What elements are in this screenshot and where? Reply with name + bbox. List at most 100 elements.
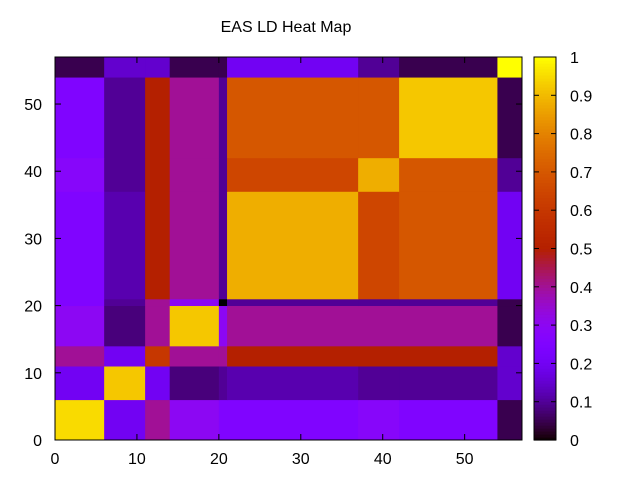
colorbar-segment — [534, 395, 556, 399]
heatmap-cell — [169, 298, 220, 307]
colorbar-segment — [534, 218, 556, 223]
heatmap-cell — [55, 157, 105, 192]
chart-title: EAS LD Heat Map — [221, 19, 352, 36]
heatmap-cell — [104, 191, 146, 300]
axis-ticks — [54, 57, 522, 441]
colorbar-segment — [534, 401, 556, 405]
colorbar-segment — [534, 281, 556, 285]
heatmap-cell — [55, 345, 105, 367]
heatmap-cell — [399, 191, 498, 300]
heatmap-cell — [145, 298, 171, 307]
y-axis-tick-labels: 0 10 20 30 40 50 — [24, 97, 42, 450]
heatmap-cell — [104, 305, 146, 347]
colorbar-segment — [534, 320, 556, 324]
colorbar-segment — [534, 110, 556, 115]
heatmap-cell — [399, 345, 498, 367]
colorbar-segment — [534, 398, 556, 402]
heatmap-cell — [227, 399, 359, 441]
heatmap-cell — [218, 191, 228, 300]
colorbar-segment — [534, 308, 556, 312]
colorbar-segment — [534, 335, 556, 339]
colorbar-segment — [534, 119, 556, 124]
y-tick-label: 40 — [24, 164, 42, 181]
colorbar-segment — [534, 278, 556, 283]
colorbar-segment — [534, 302, 556, 306]
colorbar-tick-label: 0.8 — [570, 127, 592, 144]
colorbar-segment — [534, 404, 556, 408]
colorbar-segment — [534, 359, 556, 363]
heatmap-cell — [55, 399, 105, 441]
x-tick-label: 40 — [374, 451, 392, 468]
heatmap-cell — [55, 366, 105, 401]
heatmap-cell — [169, 305, 220, 347]
heatmap-cell — [145, 305, 171, 347]
colorbar-segment — [534, 104, 556, 109]
colorbar-segment — [534, 389, 556, 393]
heatmap-cell — [497, 345, 523, 367]
colorbar-segment — [534, 305, 556, 309]
colorbar-segment — [534, 194, 556, 199]
colorbar-segment — [534, 86, 556, 91]
colorbar-segment — [534, 134, 556, 139]
colorbar-segment — [534, 107, 556, 112]
colorbar-segment — [534, 407, 556, 411]
heatmap-cell — [227, 305, 359, 347]
colorbar-segment — [534, 368, 556, 372]
heatmap-cell — [55, 57, 105, 78]
heatmap-cell — [227, 366, 359, 401]
colorbar-segment — [534, 59, 556, 64]
heatmap-cell — [169, 57, 220, 78]
colorbar-segment — [534, 383, 556, 387]
colorbar-segment — [534, 173, 556, 178]
colorbar-segment — [534, 179, 556, 184]
heatmap-cell — [145, 399, 171, 441]
colorbar-segment — [534, 155, 556, 160]
colorbar-segment — [534, 257, 556, 262]
heatmap-cell — [145, 366, 171, 401]
colorbar-segment — [534, 386, 556, 390]
heatmap-cell — [104, 345, 146, 367]
colorbar-segment — [534, 377, 556, 381]
colorbar-segment — [534, 185, 556, 190]
colorbar-segment — [534, 239, 556, 244]
colorbar-segment — [534, 260, 556, 265]
colorbar-segment — [534, 275, 556, 280]
colorbar-segment — [534, 413, 556, 417]
heatmap-cell — [145, 157, 171, 192]
colorbar-segment — [534, 62, 556, 67]
colorbar-tick-label: 0.6 — [570, 203, 592, 220]
heatmap-cell — [358, 298, 400, 307]
y-tick-label: 20 — [24, 299, 42, 316]
colorbar-segment — [534, 161, 556, 166]
colorbar-segment — [534, 365, 556, 369]
heatmap-cell — [169, 191, 220, 300]
colorbar-segment — [534, 113, 556, 118]
heatmap-cell — [227, 77, 359, 159]
x-tick-label: 30 — [292, 451, 310, 468]
colorbar-segment — [534, 200, 556, 205]
heatmap-cell — [104, 77, 146, 159]
colorbar-segment — [534, 428, 556, 432]
colorbar-segment — [534, 140, 556, 145]
colorbar-segment — [534, 242, 556, 247]
colorbar-segment — [534, 137, 556, 142]
x-tick-label: 0 — [51, 451, 60, 468]
colorbar-segment — [534, 323, 556, 327]
colorbar-segment — [534, 317, 556, 321]
heatmap-cell — [169, 345, 220, 367]
colorbar-segment — [534, 251, 556, 256]
colorbar-segment — [534, 353, 556, 357]
colorbar-tick-label: 0.5 — [570, 242, 592, 259]
y-tick-label: 10 — [24, 366, 42, 383]
x-tick-label: 10 — [128, 451, 146, 468]
colorbar-tick-label: 1 — [570, 50, 579, 67]
heatmap-cell — [227, 157, 359, 192]
heatmap-cell — [227, 298, 359, 307]
colorbar-segment — [534, 89, 556, 94]
colorbar-segment — [534, 149, 556, 154]
heatmap-cell — [55, 77, 105, 159]
heatmap-cell — [497, 399, 523, 441]
colorbar-segment — [534, 266, 556, 271]
heatmap-cell — [358, 366, 400, 401]
colorbar-segment — [534, 299, 556, 303]
